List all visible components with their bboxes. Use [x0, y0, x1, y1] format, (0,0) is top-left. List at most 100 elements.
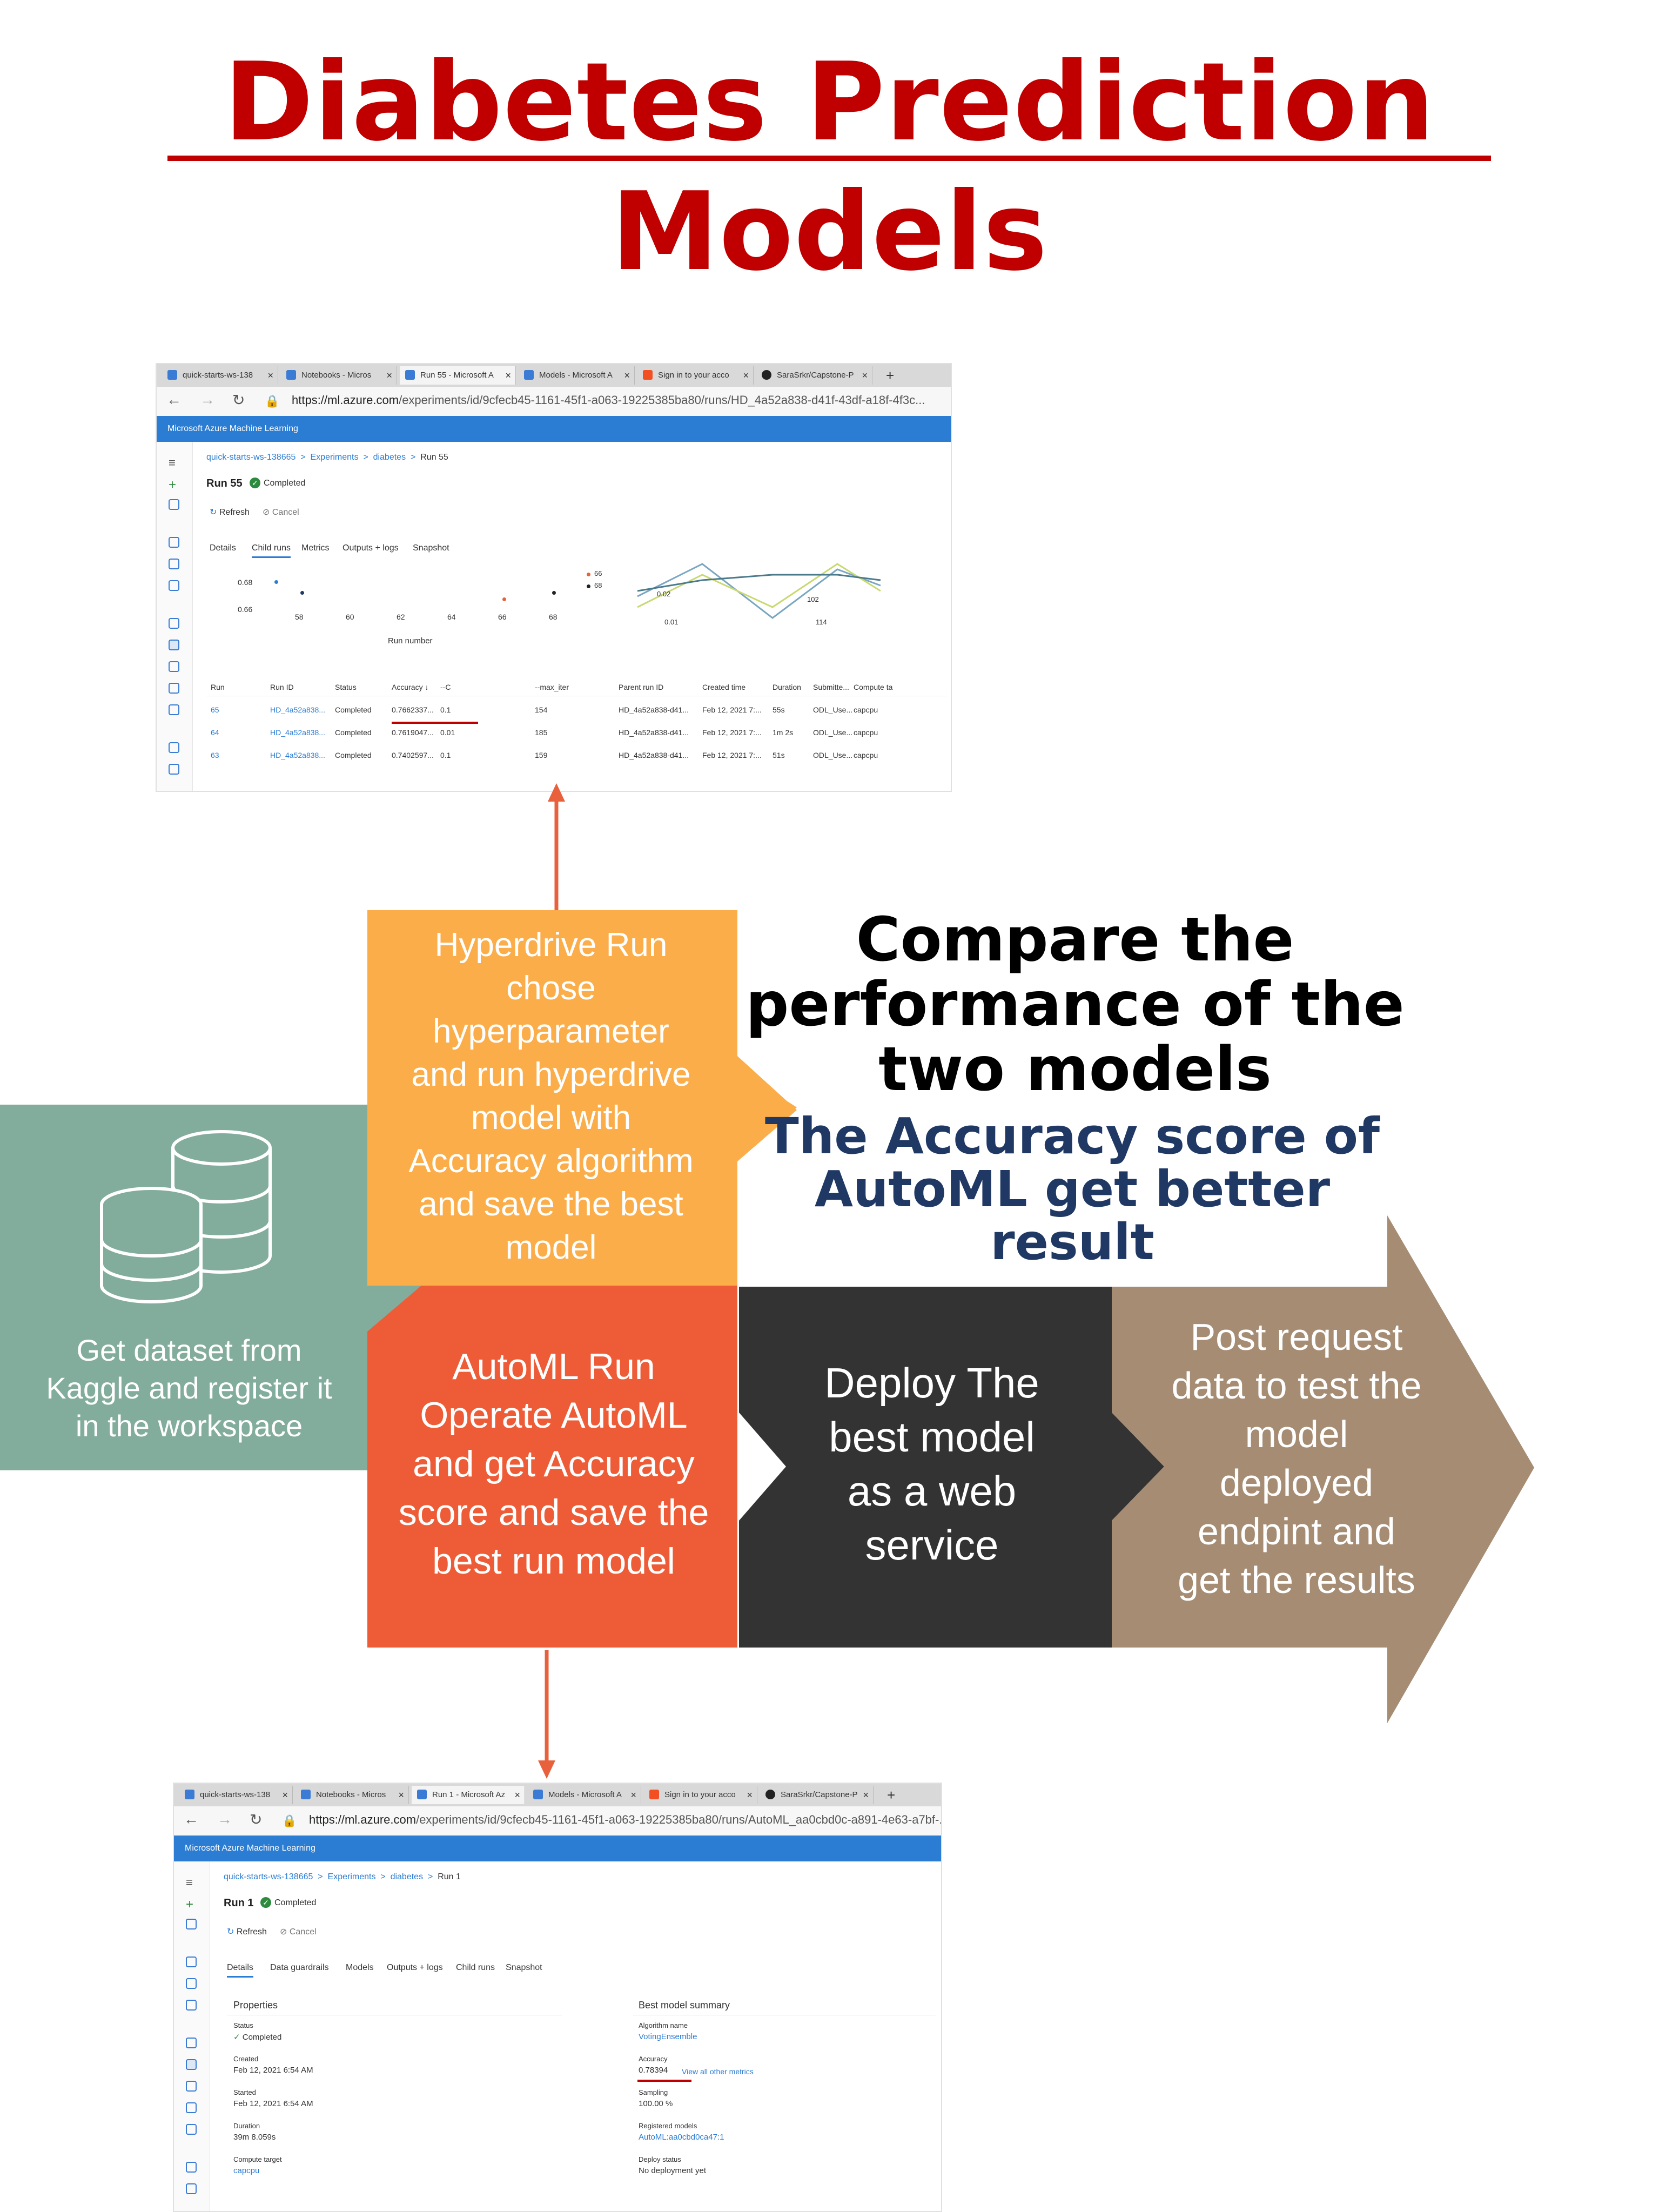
datastores-icon[interactable] [186, 2183, 197, 2194]
new-tab-button[interactable]: + [887, 1787, 896, 1803]
designer-icon[interactable] [186, 2000, 197, 2011]
axis-tick: 0.01 [664, 618, 679, 626]
browser-tab[interactable]: SaraSrkr/Capstone-P × [760, 1786, 874, 1804]
legend-dot [587, 573, 590, 576]
plus-icon[interactable]: + [169, 478, 177, 492]
close-icon[interactable]: × [505, 370, 511, 381]
close-icon[interactable]: × [862, 370, 868, 381]
tab-outputs-logs[interactable]: Outputs + logs [387, 1963, 443, 1972]
experiments-icon[interactable] [169, 640, 179, 650]
view-metrics-link[interactable]: View all other metrics [682, 2067, 754, 2076]
pipelines-icon[interactable] [186, 2081, 197, 2092]
back-icon[interactable]: ← [166, 391, 182, 408]
conclusion-text: The Accuracy score of AutoML get better … [765, 1107, 1380, 1271]
compute-icon[interactable] [186, 2162, 197, 2173]
tab-metrics[interactable]: Metrics [301, 543, 330, 553]
table-cell: HD_4a52a838-d41... [619, 728, 689, 737]
browser-tab[interactable]: Sign in to your acco × [644, 1786, 757, 1804]
browser-tab[interactable]: quick-starts-ws-138 × [162, 366, 278, 385]
automl-icon[interactable] [169, 559, 179, 569]
tab-snapshot[interactable]: Snapshot [413, 543, 449, 553]
pipelines-icon[interactable] [169, 661, 179, 672]
table-cell[interactable]: 64 [211, 728, 219, 737]
designer-icon[interactable] [169, 580, 179, 591]
reload-icon[interactable]: ↻ [232, 392, 245, 408]
close-icon[interactable]: × [624, 370, 630, 381]
property-value[interactable]: capcpu [233, 2166, 260, 2175]
datasets-icon[interactable] [169, 618, 179, 629]
automl-icon[interactable] [186, 1978, 197, 1989]
models-icon[interactable] [186, 2102, 197, 2113]
tab-snapshot[interactable]: Snapshot [506, 1963, 542, 1972]
datastores-icon[interactable] [169, 764, 179, 775]
refresh-button[interactable]: ↻ Refresh [210, 508, 250, 517]
browser-tab-active[interactable]: Run 1 - Microsoft Az × [412, 1786, 525, 1804]
reload-icon[interactable]: ↻ [250, 1811, 263, 1828]
tab-models[interactable]: Models [346, 1963, 374, 1972]
tab-details[interactable]: Details [210, 543, 236, 553]
tab-child-runs[interactable]: Child runs [252, 543, 291, 558]
property-label: Duration [233, 2122, 260, 2130]
table-cell[interactable]: 65 [211, 705, 219, 714]
table-cell[interactable]: 63 [211, 751, 219, 759]
property-value[interactable]: AutoML:aa0cbd0ca47:1 [639, 2133, 724, 2142]
home-icon[interactable] [186, 1919, 197, 1929]
experiments-icon[interactable] [186, 2059, 197, 2070]
close-icon[interactable]: × [747, 1790, 753, 1800]
tab-outputs-logs[interactable]: Outputs + logs [342, 543, 399, 553]
close-icon[interactable]: × [282, 1790, 288, 1800]
cancel-button[interactable]: ⊘ Cancel [280, 1927, 317, 1937]
x-axis-label: Run number [388, 636, 433, 646]
table-cell[interactable]: HD_4a52a838... [270, 751, 325, 759]
close-icon[interactable]: × [743, 370, 749, 381]
close-icon[interactable]: × [863, 1790, 869, 1800]
forward-icon[interactable]: → [217, 1811, 232, 1827]
datasets-icon[interactable] [186, 2038, 197, 2048]
notebook-icon[interactable] [169, 537, 179, 548]
url-field[interactable]: https://ml.azure.com/experiments/id/9cfe… [292, 393, 925, 407]
close-icon[interactable]: × [514, 1790, 520, 1800]
tab-details[interactable]: Details [227, 1963, 253, 1978]
menu-icon[interactable]: ≡ [186, 1875, 193, 1889]
table-cell[interactable]: HD_4a52a838... [270, 728, 325, 737]
notebook-icon[interactable] [186, 1956, 197, 1967]
forward-icon[interactable]: → [200, 391, 215, 408]
browser-tab[interactable]: SaraSrkr/Capstone-P × [756, 366, 872, 385]
browser-tab-active[interactable]: Run 55 - Microsoft A × [400, 366, 516, 385]
browser-tab[interactable]: Notebooks - Micros × [281, 366, 397, 385]
close-icon[interactable]: × [267, 370, 273, 381]
breadcrumb: quick-starts-ws-138665 > Experiments > d… [224, 1872, 461, 1881]
menu-icon[interactable]: ≡ [169, 456, 176, 469]
url-field[interactable]: https://ml.azure.com/experiments/id/9cfe… [309, 1813, 942, 1826]
title-underline [167, 156, 1491, 161]
back-icon[interactable]: ← [184, 1811, 199, 1827]
property-value: No deployment yet [639, 2166, 707, 2175]
close-icon[interactable]: × [630, 1790, 636, 1800]
automl-step: AutoML Run Operate AutoML and get Accura… [398, 1346, 709, 1582]
plus-icon[interactable]: + [186, 1897, 194, 1912]
tab-data-guardrails[interactable]: Data guardrails [270, 1963, 329, 1972]
property-value[interactable]: VotingEnsemble [639, 2032, 697, 2041]
endpoints-icon[interactable] [169, 704, 179, 715]
close-icon[interactable]: × [398, 1790, 404, 1800]
table-cell[interactable]: HD_4a52a838... [270, 705, 325, 714]
tab-child-runs[interactable]: Child runs [456, 1963, 495, 1972]
new-tab-button[interactable]: + [886, 367, 895, 384]
azure-icon [301, 1790, 311, 1799]
browser-tab[interactable]: Models - Microsoft A × [528, 1786, 641, 1804]
endpoints-icon[interactable] [186, 2124, 197, 2135]
x-tick: 66 [498, 613, 507, 621]
refresh-button[interactable]: ↻ Refresh [227, 1927, 267, 1937]
browser-tab[interactable]: Notebooks - Micros × [295, 1786, 409, 1804]
models-icon[interactable] [169, 683, 179, 694]
table-cell: ODL_Use... [813, 728, 853, 737]
browser-tab[interactable]: Sign in to your acco × [637, 366, 754, 385]
y-tick: 0.66 [238, 605, 253, 614]
home-icon[interactable] [169, 499, 179, 510]
close-icon[interactable]: × [386, 370, 392, 381]
table-cell: Completed [335, 751, 372, 759]
browser-tab[interactable]: Models - Microsoft A × [519, 366, 635, 385]
compute-icon[interactable] [169, 742, 179, 753]
cancel-button[interactable]: ⊘ Cancel [263, 508, 299, 517]
browser-tab[interactable]: quick-starts-ws-138 × [179, 1786, 293, 1804]
